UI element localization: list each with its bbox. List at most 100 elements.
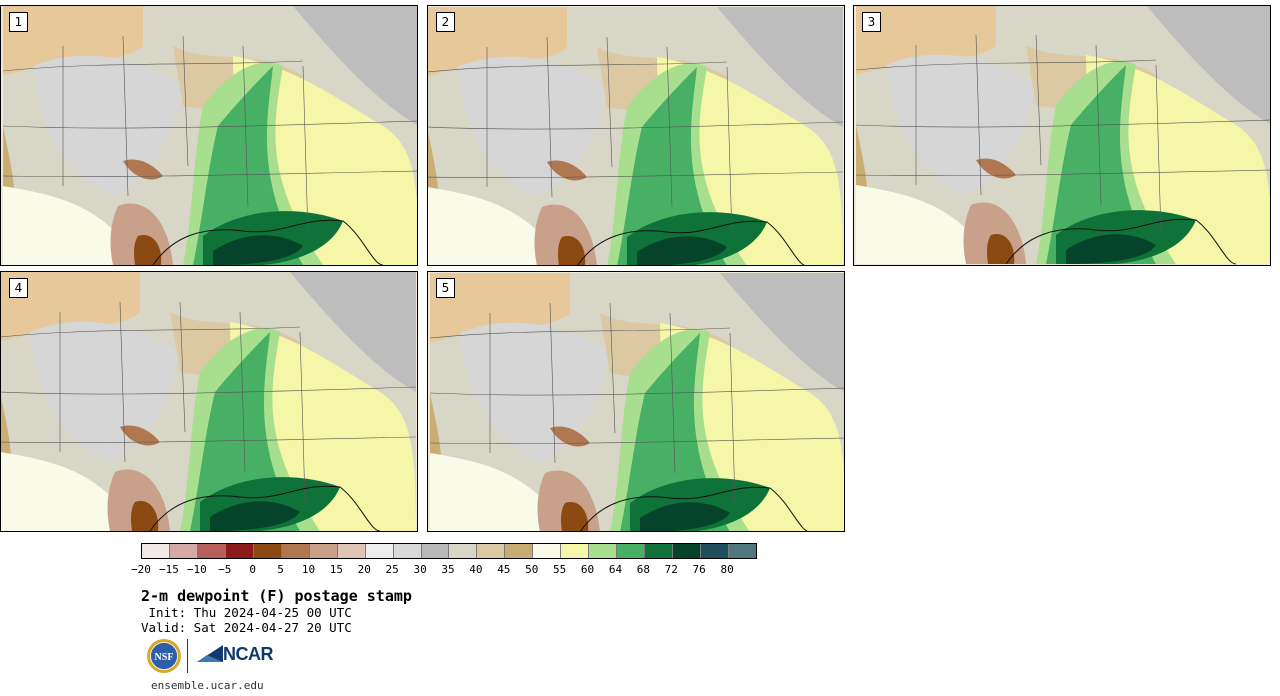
colorbar-tick-label: 35 xyxy=(441,563,455,576)
colorbar-swatch xyxy=(393,544,422,558)
colorbar-swatch xyxy=(197,544,226,558)
dewpoint-region xyxy=(457,56,607,197)
colorbar-swatch xyxy=(477,544,506,558)
state-boundary xyxy=(429,327,731,339)
dewpoint-region xyxy=(550,426,590,447)
colorbar-tick-label: −15 xyxy=(158,563,179,576)
website-url: ensemble.ucar.edu xyxy=(151,679,264,692)
colorbar-tick-label: 25 xyxy=(385,563,399,576)
ensemble-member-map-1: 1 xyxy=(0,5,418,266)
colorbar-tick-label: 30 xyxy=(413,563,427,576)
state-boundary xyxy=(975,34,982,196)
dewpoint-map-3 xyxy=(855,6,1270,265)
dewpoint-map-5 xyxy=(429,273,844,531)
dewpoint-region xyxy=(120,425,160,446)
colorbar-tick-label: 20 xyxy=(357,563,371,576)
state-boundary xyxy=(299,331,306,503)
colorbar-swatch xyxy=(142,544,170,558)
dewpoint-region xyxy=(1,452,140,531)
colorbar-tick-label: −10 xyxy=(186,563,207,576)
ensemble-member-map-5: 5 xyxy=(427,271,845,532)
colorbar-tick-label: −20 xyxy=(131,563,151,576)
nsf-logo: NSF xyxy=(147,639,181,673)
colorbar-tick-label: 60 xyxy=(580,563,595,576)
colorbar-swatch xyxy=(309,544,338,558)
state-boundary xyxy=(302,65,309,237)
state-boundary xyxy=(428,61,728,73)
dewpoint-region xyxy=(987,234,1015,264)
state-boundary xyxy=(428,121,844,130)
colorbar-tick-label: 50 xyxy=(525,563,539,576)
colorbar-tick-label: 45 xyxy=(497,563,511,576)
colorbar-swatch xyxy=(225,544,254,558)
nsf-logo-text: NSF xyxy=(155,652,174,663)
dewpoint-region xyxy=(30,321,180,462)
colorbar-tick-label: 15 xyxy=(329,563,343,576)
state-boundary xyxy=(1035,34,1042,166)
state-boundary xyxy=(606,36,613,168)
coastline xyxy=(149,485,381,531)
dewpoint-region xyxy=(558,236,586,265)
state-boundary xyxy=(2,170,417,177)
state-boundary xyxy=(2,120,417,129)
ensemble-member-map-4: 4 xyxy=(0,271,418,532)
dewpoint-region xyxy=(720,273,844,392)
colorbar-tick-label: 64 xyxy=(608,563,623,576)
dewpoint-colorbar xyxy=(141,543,757,559)
colorbar-swatch xyxy=(617,544,646,558)
colorbar-tick-label: 40 xyxy=(469,563,483,576)
colorbar-tick-label: 0 xyxy=(249,563,256,576)
state-boundary xyxy=(1,386,417,395)
state-boundary xyxy=(729,332,736,504)
dewpoint-region xyxy=(886,54,1036,195)
colorbar-swatch xyxy=(421,544,450,558)
colorbar-swatch xyxy=(561,544,590,558)
colorbar-swatch xyxy=(645,544,674,558)
colorbar-tick-label: 68 xyxy=(636,563,650,576)
ncar-logo-mark xyxy=(197,645,223,662)
state-boundary xyxy=(855,59,1157,71)
colorbar-tick-label: 55 xyxy=(553,563,567,576)
colorbar-tick-label: 76 xyxy=(692,563,706,576)
dewpoint-region xyxy=(1066,234,1156,264)
state-boundary xyxy=(119,301,126,463)
logo-row: NSF NCAR xyxy=(143,637,283,677)
init-time: Init: Thu 2024-04-25 00 UTC xyxy=(141,605,352,620)
coastline xyxy=(577,220,806,265)
state-boundary xyxy=(855,119,1270,128)
member-number-badge: 1 xyxy=(9,12,28,32)
dewpoint-region xyxy=(134,235,162,265)
dewpoint-region xyxy=(290,272,416,392)
dewpoint-region xyxy=(33,55,183,196)
colorbar-swatch xyxy=(589,544,618,558)
colorbar-swatch xyxy=(169,544,198,558)
dewpoint-region xyxy=(1146,6,1270,124)
dewpoint-region xyxy=(131,501,159,531)
ensemble-member-map-3: 3 xyxy=(853,5,1271,266)
member-number-badge: 5 xyxy=(436,278,455,298)
member-number-badge: 2 xyxy=(436,12,455,32)
state-boundary xyxy=(1,436,417,443)
colorbar-swatch xyxy=(505,544,534,558)
dewpoint-map-4 xyxy=(1,272,417,531)
ensemble-member-map-2: 2 xyxy=(427,5,845,266)
dewpoint-region xyxy=(976,158,1016,179)
state-boundary xyxy=(726,66,733,238)
state-boundary xyxy=(428,171,844,178)
dewpoint-region xyxy=(3,186,143,265)
dewpoint-region xyxy=(561,502,589,531)
coastline xyxy=(152,219,384,265)
coastline xyxy=(580,486,809,531)
colorbar-swatch xyxy=(729,544,756,558)
valid-time: Valid: Sat 2024-04-27 20 UTC xyxy=(141,620,352,635)
colorbar-swatch xyxy=(701,544,730,558)
coastline xyxy=(1005,218,1237,265)
state-boundary xyxy=(549,302,556,464)
state-boundary xyxy=(179,301,186,433)
member-number-badge: 3 xyxy=(862,12,881,32)
dewpoint-region xyxy=(547,160,587,181)
state-boundary xyxy=(2,60,304,72)
dewpoint-region xyxy=(856,185,996,264)
dewpoint-region xyxy=(293,6,417,125)
dewpoint-region xyxy=(213,235,303,265)
